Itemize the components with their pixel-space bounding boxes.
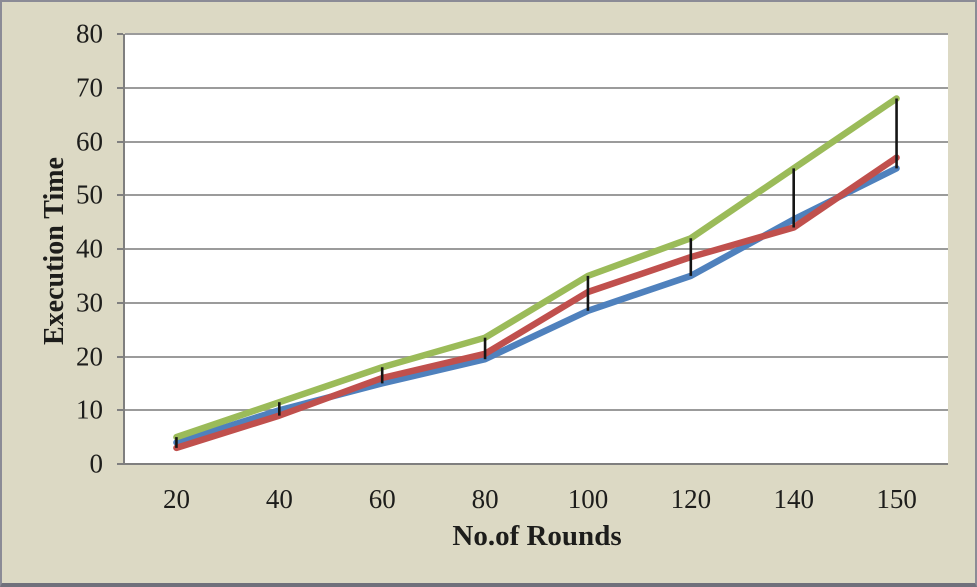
x-tick-label: 40 xyxy=(265,484,293,514)
gridline xyxy=(125,33,948,35)
y-tick-label: 50 xyxy=(76,179,103,210)
x-axis-line xyxy=(123,463,948,465)
y-axis-tick xyxy=(117,355,123,358)
y-tick-label: 30 xyxy=(76,287,103,318)
y-axis-line xyxy=(123,34,125,465)
gridline xyxy=(125,86,948,89)
y-axis-tick xyxy=(117,301,123,304)
gridline xyxy=(125,194,948,197)
gridline xyxy=(125,140,948,143)
y-axis-tick xyxy=(117,140,123,143)
y-tick-label: 0 xyxy=(89,448,104,479)
x-axis-title: No.of Rounds xyxy=(452,520,622,552)
gridline xyxy=(125,355,948,358)
x-tick-label: 60 xyxy=(368,484,396,514)
blue-series-line xyxy=(173,165,900,446)
red-series-line xyxy=(173,154,900,452)
x-tick-label: 80 xyxy=(471,484,499,514)
y-axis-tick xyxy=(117,248,123,250)
green-series-line xyxy=(173,95,900,441)
y-tick-label: 40 xyxy=(76,233,103,264)
x-tick-label: 20 xyxy=(162,484,190,514)
y-axis-tick xyxy=(117,194,123,197)
y-tick-label: 70 xyxy=(76,72,103,103)
plot-area xyxy=(125,33,948,464)
y-axis-tick xyxy=(117,33,123,35)
x-tick-label: 150 xyxy=(876,484,917,514)
gridline xyxy=(125,301,948,304)
y-tick-label: 80 xyxy=(76,18,103,49)
series-lines xyxy=(173,95,900,452)
x-tick-label: 140 xyxy=(773,484,814,514)
y-axis-tick xyxy=(117,86,123,89)
y-tick-label: 20 xyxy=(76,341,103,371)
x-tick-label: 100 xyxy=(567,484,609,514)
y-tick-label: 10 xyxy=(76,394,103,425)
y-tick-label: 60 xyxy=(76,126,103,156)
gridline xyxy=(125,409,948,412)
y-axis-tick xyxy=(117,409,123,412)
y-axis-tick xyxy=(117,463,123,465)
x-tick-label: 120 xyxy=(670,484,712,514)
gridline xyxy=(125,248,948,250)
